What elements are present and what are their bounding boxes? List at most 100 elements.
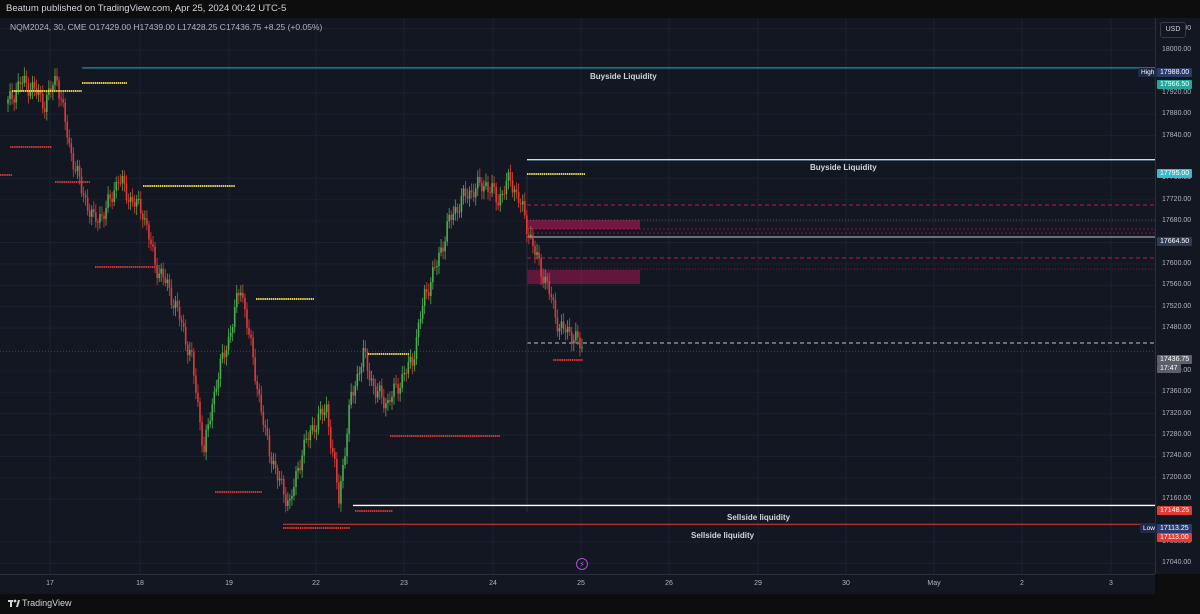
price-axis[interactable]: 18040.0018000.0017920.0017880.0017840.00…	[1155, 18, 1200, 574]
level-price-tag: 17664.50	[1157, 237, 1193, 246]
grid-lines	[0, 18, 1155, 574]
candle-body	[452, 214, 455, 221]
price-chart[interactable]	[0, 0, 1155, 574]
bearish-zone-extension	[526, 228, 1155, 234]
candle-body	[313, 425, 316, 432]
candle-body	[50, 88, 52, 92]
price-tick-label: 17480.00	[1162, 324, 1192, 332]
candle-body	[299, 468, 301, 471]
candle-body	[362, 347, 365, 368]
candle-body	[515, 189, 518, 192]
candle-body	[530, 234, 532, 237]
price-tick-label: 17720.00	[1162, 195, 1192, 203]
candle-body	[540, 258, 542, 277]
candle-body	[152, 244, 154, 247]
candle-body	[129, 196, 132, 202]
candle-body	[86, 197, 89, 211]
candle-body	[374, 386, 377, 398]
time-axis-label: 30	[842, 580, 850, 587]
candle-body	[458, 211, 461, 213]
candle-body	[15, 89, 17, 103]
candle-body	[564, 329, 567, 333]
candle-body	[409, 356, 412, 363]
candle-body	[434, 267, 436, 269]
candle-body	[526, 215, 528, 235]
candle-body	[125, 183, 128, 201]
buyside-liquidity-label-2: Buyside Liquidity	[810, 163, 877, 172]
candle-body	[60, 98, 62, 100]
candle-body	[521, 201, 524, 205]
candle-body	[52, 85, 54, 92]
candle-body	[354, 386, 357, 396]
candle-body	[150, 239, 152, 245]
candle-body	[532, 234, 534, 246]
candle-body	[411, 356, 414, 366]
candle-body	[301, 455, 303, 471]
candle-body	[413, 359, 416, 366]
candle-body	[566, 326, 569, 333]
price-tick-label: 17160.00	[1162, 495, 1192, 503]
candle-body	[403, 372, 406, 375]
lightning-icon[interactable]: ⚡	[576, 558, 588, 570]
candle-body	[342, 464, 344, 481]
publish-text: Beatum published on TradingView.com, Apr…	[6, 3, 287, 14]
candle-body	[307, 438, 310, 441]
candle-body	[113, 190, 116, 202]
candle-body	[23, 75, 26, 83]
candle-body	[225, 349, 228, 358]
candle-body	[186, 344, 189, 356]
price-tick-label: 17680.00	[1162, 217, 1192, 225]
candle-body	[378, 385, 381, 392]
candle-body	[577, 331, 579, 338]
candle-body	[556, 317, 559, 332]
candle-body	[250, 334, 252, 338]
candle-body	[407, 362, 410, 374]
candle-body	[256, 381, 258, 389]
time-axis-label: May	[927, 580, 941, 587]
candle-body	[240, 292, 242, 296]
currency-button[interactable]: USD	[1160, 22, 1186, 38]
candle-body	[164, 277, 167, 284]
candle-body	[254, 357, 256, 382]
candle-body	[72, 153, 75, 170]
candle-body	[213, 391, 216, 405]
candle-body	[139, 198, 142, 214]
candle-body	[344, 456, 346, 465]
candle-body	[470, 190, 473, 192]
time-axis[interactable]: 17 18 19 22 23 24 25 26 29 30 May 2 3	[0, 574, 1155, 595]
candle-body	[74, 169, 77, 172]
candle-body	[511, 180, 514, 193]
candle-body	[131, 196, 134, 203]
brand-name: TradingView	[22, 598, 72, 608]
candle-body	[11, 90, 13, 100]
candle-body	[203, 445, 205, 453]
candle-body	[372, 378, 375, 387]
candle-body	[248, 327, 250, 335]
candle-body	[442, 247, 444, 252]
candle-body	[481, 182, 483, 192]
candle-body	[479, 176, 481, 183]
candle-body	[419, 318, 422, 323]
candle-body	[331, 447, 334, 453]
candle-body	[54, 76, 56, 86]
candle-body	[264, 424, 267, 428]
chart-area[interactable]	[0, 18, 1155, 574]
ssl1-price-tag: 17148.25	[1157, 506, 1193, 515]
candle-body	[370, 378, 373, 381]
candle-body	[280, 478, 283, 480]
bearish-zone	[527, 270, 640, 284]
candle-body	[366, 351, 369, 371]
candle-body	[575, 331, 577, 341]
candle-body	[336, 458, 338, 483]
candle-body	[270, 456, 273, 465]
time-axis-label: 24	[489, 580, 497, 587]
price-tick-label: 17320.00	[1162, 409, 1192, 417]
candle-body	[235, 292, 238, 308]
candle-body	[303, 439, 305, 456]
candle-body	[105, 207, 107, 219]
candle-body	[176, 300, 179, 308]
candle-body	[170, 287, 173, 306]
tradingview-logo-icon[interactable]	[8, 598, 20, 610]
candle-body	[491, 183, 493, 193]
time-axis-label: 17	[46, 580, 54, 587]
